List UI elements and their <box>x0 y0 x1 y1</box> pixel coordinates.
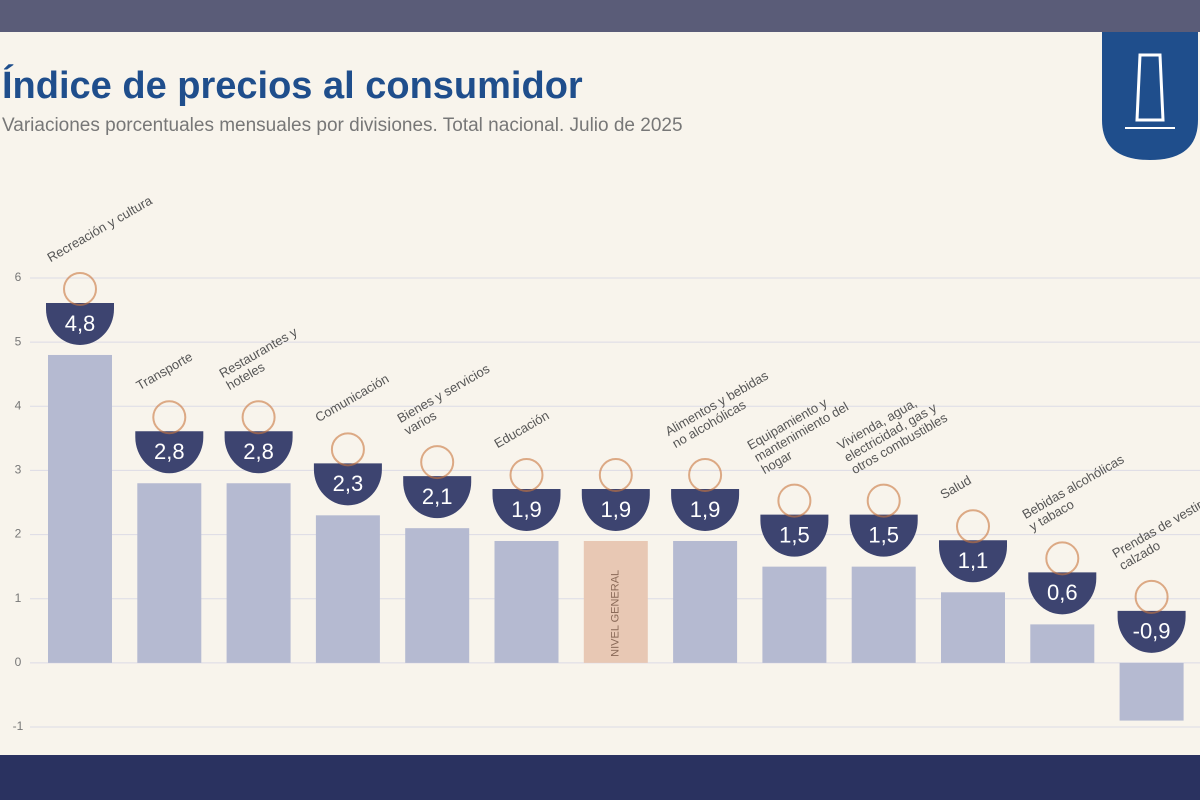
value-badge <box>1028 572 1097 615</box>
value-badge <box>939 540 1007 583</box>
y-tick-label: 5 <box>15 334 22 348</box>
bar <box>762 566 827 663</box>
logo-icon <box>1135 53 1165 122</box>
y-tick-label: 3 <box>15 463 22 477</box>
bar <box>673 540 738 663</box>
category-icon <box>598 457 633 492</box>
bar <box>941 592 1005 663</box>
logo <box>1102 32 1198 160</box>
backdrop-bottom <box>0 755 1200 800</box>
value-badge <box>760 514 829 557</box>
bar <box>48 354 112 663</box>
category-icon <box>152 400 187 435</box>
value-label: 2,8 <box>243 439 274 464</box>
category-icon <box>1045 541 1080 576</box>
y-tick-label: 2 <box>15 527 22 541</box>
value-badge <box>403 476 472 519</box>
category-icon <box>777 483 812 518</box>
bar <box>137 483 202 663</box>
category-icon <box>420 445 455 480</box>
value-badge <box>135 431 204 474</box>
value-badge <box>671 488 740 531</box>
category-icon <box>509 457 544 492</box>
value-label: 1,9 <box>601 497 632 522</box>
category-icon <box>866 483 901 518</box>
bar <box>494 540 559 663</box>
y-tick-label: 6 <box>15 270 22 284</box>
category-icon <box>330 432 365 467</box>
value-label: 0,6 <box>1047 580 1078 605</box>
bar <box>1030 624 1095 663</box>
value-badge <box>849 514 918 557</box>
value-label: 1,5 <box>779 522 810 547</box>
bar <box>315 515 380 663</box>
value-label: 1,1 <box>958 548 989 573</box>
bar <box>405 528 470 663</box>
value-badge <box>492 488 561 531</box>
y-tick-label: 0 <box>15 655 22 669</box>
value-label: -0,9 <box>1133 619 1171 644</box>
category-icon <box>63 271 97 306</box>
bar-inner-label: NIVEL GENERAL <box>610 570 622 657</box>
value-label: 1,9 <box>511 497 542 522</box>
value-label: 1,9 <box>690 497 721 522</box>
value-label: 2,3 <box>333 471 364 496</box>
bar <box>1119 662 1184 721</box>
value-badge <box>46 302 114 345</box>
y-tick-label: -1 <box>13 719 24 733</box>
category-icon <box>688 457 723 492</box>
value-label: 2,1 <box>422 484 453 509</box>
value-badge <box>313 463 382 506</box>
y-tick-label: 4 <box>15 398 22 412</box>
bar <box>851 566 916 663</box>
chart-title: Índice de precios al consumidor <box>2 63 583 107</box>
chart-subtitle: Variaciones porcentuales mensuales por d… <box>2 115 683 136</box>
bar <box>583 540 648 663</box>
value-label: 2,8 <box>154 439 185 464</box>
backdrop-top <box>0 0 1200 32</box>
y-tick-label: 1 <box>15 591 22 605</box>
value-label: 1,5 <box>868 522 899 547</box>
bar <box>226 483 291 663</box>
category-icon <box>956 509 990 544</box>
value-badge <box>1117 610 1186 653</box>
value-label: 4,8 <box>65 311 96 336</box>
category-icon <box>241 400 276 435</box>
value-badge <box>224 431 293 474</box>
category-icon <box>1134 579 1169 614</box>
value-badge <box>581 488 650 531</box>
